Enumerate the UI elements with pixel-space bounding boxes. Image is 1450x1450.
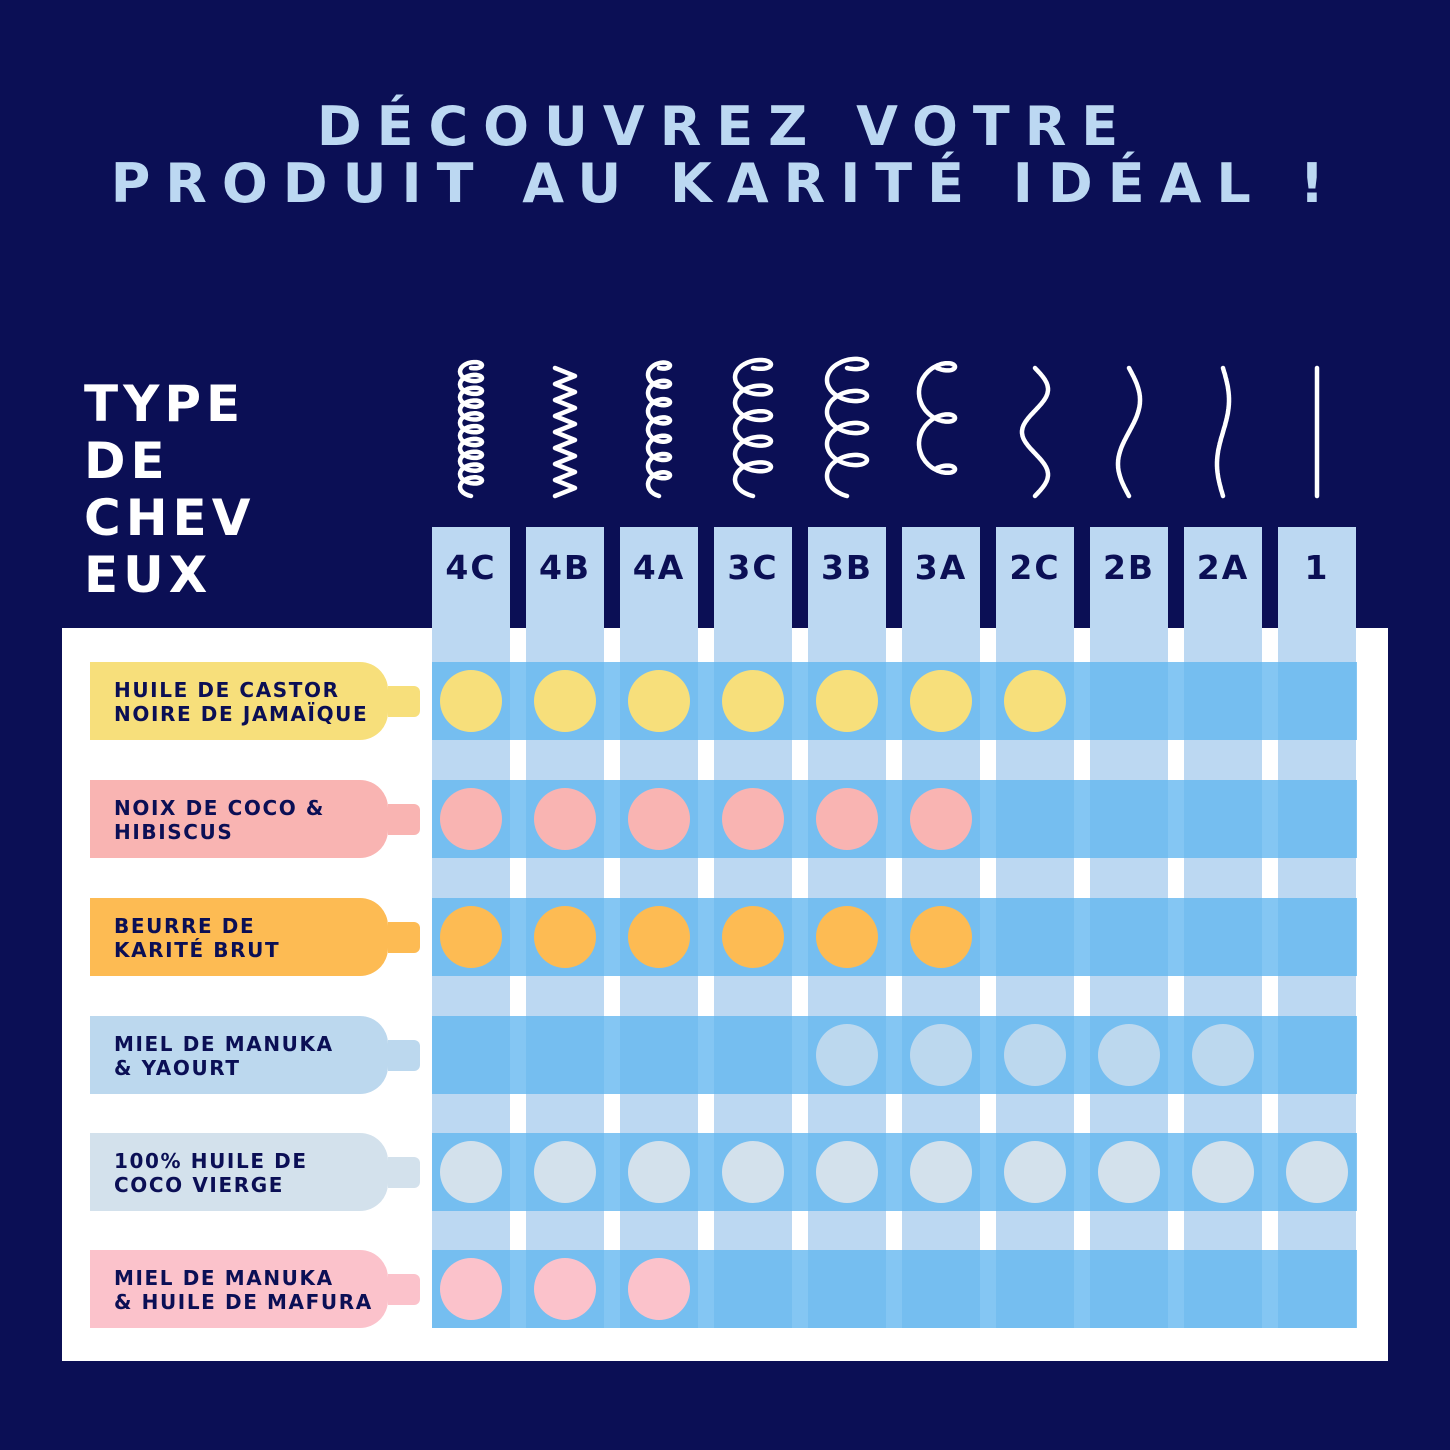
title-line-1: DÉCOUVREZ VOTRE	[316, 95, 1134, 158]
product-bottle-label: MIEL DE MANUKA & YAOURT	[90, 1016, 420, 1094]
hair-type-label: 2A	[1196, 548, 1250, 587]
compatibility-dot	[440, 1141, 502, 1203]
hair-type-label: 3A	[914, 548, 968, 587]
bottle-cap-icon	[388, 804, 420, 835]
compatibility-dot	[1286, 1141, 1348, 1203]
hair-type-heading-line: EUX	[84, 546, 213, 604]
compatibility-dot	[722, 670, 784, 732]
product-name-line: KARITÉ BRUT	[114, 938, 281, 962]
bottle-cap-icon	[388, 1157, 420, 1188]
bottle-cap-icon	[388, 1040, 420, 1071]
product-bottle-label: HUILE DE CASTOR NOIRE DE JAMAÏQUE	[90, 662, 420, 740]
curl-pattern-icon	[645, 360, 673, 499]
product-bottle-label: NOIX DE COCO & HIBISCUS	[90, 780, 420, 858]
hair-type-label: 4B	[538, 548, 592, 587]
compatibility-dot	[1192, 1141, 1254, 1203]
product-name: HUILE DE CASTOR NOIRE DE JAMAÏQUE	[114, 678, 388, 726]
hair-type-heading-line: DE	[84, 432, 170, 490]
compatibility-dot	[910, 906, 972, 968]
compatibility-dot	[628, 906, 690, 968]
product-name-line: COCO VIERGE	[114, 1173, 284, 1197]
product-name-line: & YAOURT	[114, 1056, 241, 1080]
hair-type-heading: TYPE DE CHEV EUX	[84, 376, 255, 604]
compatibility-dot	[816, 670, 878, 732]
compatibility-dot	[628, 1141, 690, 1203]
compatibility-dot	[722, 906, 784, 968]
compatibility-dot	[1098, 1024, 1160, 1086]
product-bottle-label: 100% HUILE DE COCO VIERGE	[90, 1133, 420, 1211]
compatibility-dot	[440, 906, 502, 968]
bottle-cap-icon	[388, 922, 420, 953]
page-title: DÉCOUVREZ VOTRE PRODUIT AU KARITÉ IDÉAL …	[0, 98, 1450, 212]
compatibility-dot	[1098, 1141, 1160, 1203]
curl-pattern-icon	[1019, 365, 1051, 499]
compatibility-dot	[910, 788, 972, 850]
curl-pattern-icon	[1214, 365, 1232, 499]
compatibility-dot	[910, 1141, 972, 1203]
compatibility-dot	[722, 1141, 784, 1203]
compatibility-dot	[1004, 1141, 1066, 1203]
product-name-line: BEURRE DE	[114, 914, 256, 938]
product-name: MIEL DE MANUKA & YAOURT	[114, 1032, 388, 1080]
product-bottle-label: BEURRE DE KARITÉ BRUT	[90, 898, 420, 976]
compatibility-dot	[440, 788, 502, 850]
compatibility-dot	[534, 1141, 596, 1203]
product-name-line: NOIRE DE JAMAÏQUE	[114, 702, 369, 726]
compatibility-dot	[440, 1258, 502, 1320]
compatibility-dot	[440, 670, 502, 732]
hair-type-heading-line: CHEV	[84, 489, 256, 547]
curl-pattern-icon	[552, 365, 578, 499]
product-name: NOIX DE COCO & HIBISCUS	[114, 796, 388, 844]
compatibility-dot	[816, 1024, 878, 1086]
compatibility-dot	[1004, 670, 1066, 732]
curl-pattern-icon	[1115, 365, 1143, 499]
compatibility-dot	[534, 906, 596, 968]
compatibility-dot	[534, 1258, 596, 1320]
curl-pattern-icon	[916, 360, 958, 476]
curl-icons	[457, 356, 1320, 499]
compatibility-dot	[816, 1141, 878, 1203]
product-name: 100% HUILE DE COCO VIERGE	[114, 1149, 388, 1197]
product-name-line: HIBISCUS	[114, 820, 234, 844]
compatibility-dot	[534, 670, 596, 732]
product-bottle-label: MIEL DE MANUKA & HUILE DE MAFURA	[90, 1250, 420, 1328]
compatibility-dot	[628, 670, 690, 732]
hair-type-label: 4A	[632, 548, 686, 587]
compatibility-dot	[534, 788, 596, 850]
product-name-line: 100% HUILE DE	[114, 1149, 308, 1173]
curl-pattern-icon	[824, 356, 870, 499]
product-name-line: MIEL DE MANUKA	[114, 1032, 334, 1056]
compatibility-dot	[722, 788, 784, 850]
product-name-line: & HUILE DE MAFURA	[114, 1290, 373, 1314]
product-name-line: HUILE DE CASTOR	[114, 678, 340, 702]
compatibility-dot	[628, 788, 690, 850]
bottle-cap-icon	[388, 686, 420, 717]
hair-type-label: 1	[1304, 548, 1330, 587]
product-name-line: NOIX DE COCO &	[114, 796, 325, 820]
bottle-cap-icon	[388, 1274, 420, 1305]
compatibility-dot	[816, 788, 878, 850]
hair-type-label: 2B	[1102, 548, 1156, 587]
title-line-2: PRODUIT AU KARITÉ IDÉAL !	[110, 152, 1340, 215]
compatibility-dot	[816, 906, 878, 968]
compatibility-dot	[1004, 1024, 1066, 1086]
hair-type-heading-line: TYPE	[84, 375, 246, 433]
hair-type-label: 4C	[445, 548, 497, 587]
product-name: BEURRE DE KARITÉ BRUT	[114, 914, 388, 962]
curl-pattern-icon	[457, 359, 485, 499]
compatibility-dot	[910, 670, 972, 732]
curl-pattern-icon	[732, 357, 774, 499]
product-name: MIEL DE MANUKA & HUILE DE MAFURA	[114, 1266, 388, 1314]
product-name-line: MIEL DE MANUKA	[114, 1266, 334, 1290]
compatibility-dot	[628, 1258, 690, 1320]
hair-type-label: 3B	[820, 548, 874, 587]
compatibility-dot	[1192, 1024, 1254, 1086]
hair-type-label: 2C	[1009, 548, 1061, 587]
hair-type-label: 3C	[727, 548, 779, 587]
compatibility-dot	[910, 1024, 972, 1086]
